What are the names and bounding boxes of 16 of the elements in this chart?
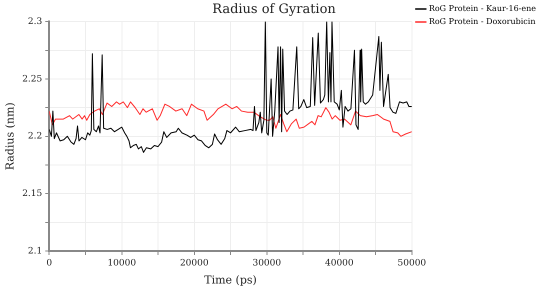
x-tick-label: 30000 <box>252 258 282 269</box>
legend-label: RoG Protein - Kaur-16-ene <box>428 4 536 14</box>
y-tick-label: 2.2 <box>28 132 42 142</box>
x-tick-label: 0 <box>46 258 52 269</box>
x-tick-label: 50000 <box>398 258 426 269</box>
y-tick-label: 2.25 <box>22 74 43 84</box>
chart-title: Radius of Gyration <box>212 2 336 18</box>
y-tick-label: 2.3 <box>28 16 42 27</box>
x-tick-label: 40000 <box>324 258 354 269</box>
y-axis-title: Radius (nm) <box>3 102 16 170</box>
x-tick-label: 10000 <box>107 258 136 269</box>
y-tick-label: 2.1 <box>28 246 42 256</box>
legend-label: RoG Protein - Doxorubicin <box>428 17 536 26</box>
y-tick-label: 2.15 <box>22 188 43 199</box>
x-axis-title: Time (ps) <box>204 273 257 286</box>
x-tick-label: 20000 <box>180 258 209 269</box>
